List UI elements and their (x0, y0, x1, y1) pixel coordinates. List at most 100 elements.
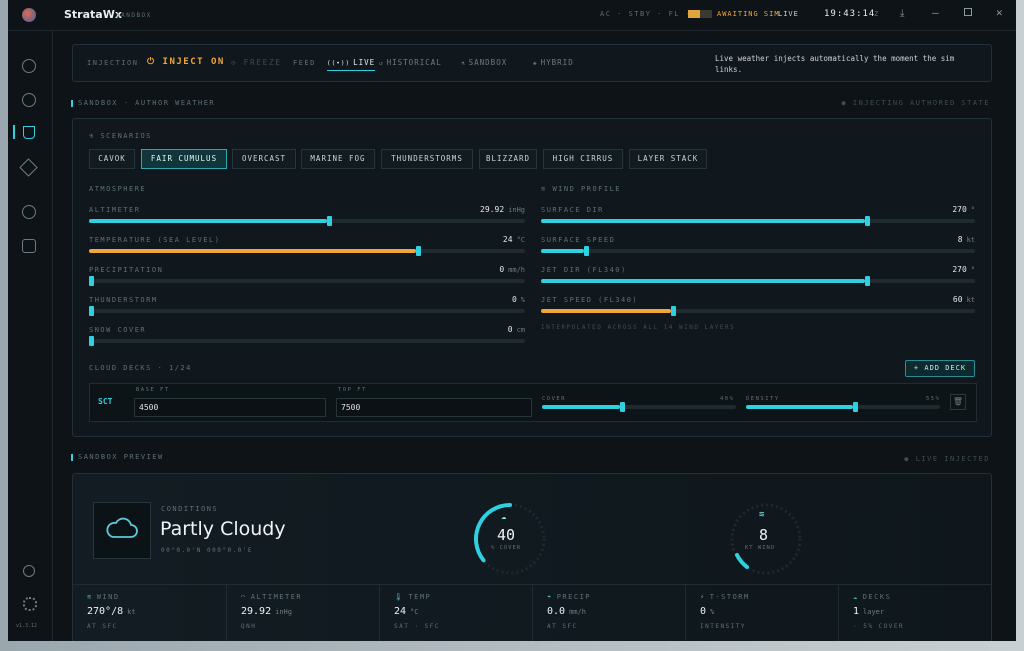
close-button[interactable]: ✕ (996, 6, 1003, 19)
slider-unit: cm (516, 326, 525, 334)
deck-base-label: BASE FT (136, 387, 170, 393)
slider-unit: °C (516, 236, 525, 244)
deck-cover-value: 40% (720, 396, 735, 402)
delete-deck-button[interactable]: 🗑 (950, 394, 966, 410)
slider-label: PRECIPITATION (89, 266, 164, 274)
stat-unit: inHg (275, 608, 292, 616)
slider-track[interactable] (541, 306, 975, 316)
slider-track[interactable] (89, 306, 525, 316)
stat-unit: mm/h (569, 608, 586, 616)
conditions-value: Partly Cloudy (160, 518, 286, 540)
slider-value: 270 (952, 265, 967, 274)
mode-bar: INJECTION ⏻ INJECT ON ✣ FREEZE FEED ((•)… (72, 44, 992, 82)
inject-toggle[interactable]: ⏻ INJECT ON (147, 57, 225, 67)
slider-readout: 0% (512, 295, 525, 304)
stat-sub: AT SFC (547, 623, 578, 630)
stat-unit: °C (410, 608, 419, 616)
stat-readout: 29.92 inHg (241, 606, 292, 617)
nav-dashboard[interactable] (22, 59, 36, 73)
add-deck-button[interactable]: + ADD DECK (905, 360, 975, 377)
slider-track[interactable] (89, 246, 525, 256)
mode-tab[interactable]: ((•)) LIVE (327, 58, 376, 71)
slider-track[interactable] (89, 216, 525, 226)
slider-thumb[interactable] (89, 306, 94, 316)
stat-readout: 24 °C (394, 606, 418, 617)
stat-readout: 1 layer (853, 606, 884, 617)
nav-layers[interactable] (19, 158, 38, 177)
scenario-button[interactable]: THUNDERSTORMS (381, 149, 473, 169)
deck-density-slider[interactable] (746, 402, 940, 412)
decks-title: CLOUD DECKS · 1/24 (89, 364, 192, 372)
scenario-button[interactable]: HIGH CIRRUS (543, 149, 623, 169)
stat-icon: ⚡ (700, 593, 706, 601)
nav-history[interactable] (22, 93, 36, 107)
slider-label: THUNDERSTORM (89, 296, 158, 304)
stat-unit: layer (863, 608, 885, 616)
nav-sandbox[interactable] (23, 126, 35, 139)
scenarios-label: ⚗ SCENARIOS (89, 132, 152, 140)
slider-thumb[interactable] (852, 402, 858, 412)
stat-label-text: WIND (96, 593, 120, 601)
nav-globe[interactable] (22, 205, 36, 219)
slider-thumb[interactable] (327, 216, 333, 226)
scenario-button[interactable]: BLIZZARD (479, 149, 537, 169)
scenario-button[interactable]: LAYER STACK (629, 149, 707, 169)
stat-sub: QNH (241, 623, 257, 630)
slider-thumb[interactable] (584, 246, 590, 256)
slider-thumb[interactable] (416, 246, 421, 256)
slider-readout: 29.92 inHg (480, 205, 525, 214)
inject-label: INJECT ON (162, 57, 225, 67)
wind-label: KT WIND (745, 545, 776, 551)
slider-track[interactable] (89, 336, 525, 346)
stats-row: ≋ WIND 270°/8 kt AT SFC ◠ ALTIMETER 29.92 inHg QN… (73, 584, 991, 641)
slider-value: 0 (499, 265, 505, 274)
deck-base-input[interactable]: 4500 (134, 398, 326, 417)
scenario-button[interactable]: MARINE FOG (301, 149, 375, 169)
minimize-button[interactable]: – (932, 6, 939, 19)
slider-fill (541, 249, 585, 253)
slider-thumb[interactable] (89, 276, 94, 286)
section-marker (71, 100, 73, 107)
slider-thumb[interactable] (864, 276, 870, 286)
scenario-button[interactable]: FAIR CUMULUS (141, 149, 227, 169)
stat-value: 270°/8 (87, 606, 124, 617)
mode-tab[interactable]: ↺ HISTORICAL (379, 58, 442, 67)
slider-thumb[interactable] (619, 402, 625, 412)
wind-gauge (730, 503, 802, 575)
slider-thumb[interactable] (89, 336, 94, 346)
stat-sub: SAT · SFC (394, 623, 441, 630)
slider-track[interactable] (89, 276, 525, 286)
stat-sub: AT SFC (87, 623, 118, 630)
slider-unit: mm/h (508, 266, 525, 274)
scenario-button[interactable]: OVERCAST (232, 149, 296, 169)
slider-label: JET SPEED (FL340) (541, 296, 639, 304)
stat-unit: kt (127, 608, 136, 616)
stat-label: ≋ WIND (87, 593, 120, 601)
cover-icon: ☁ (501, 512, 507, 522)
maximize-button[interactable] (964, 8, 972, 16)
freeze-toggle[interactable]: ✣ FREEZE (231, 58, 282, 67)
slider-track[interactable] (541, 246, 975, 256)
nav-theme[interactable] (23, 565, 35, 577)
mode-tab[interactable]: ◈ HYBRID (533, 58, 574, 67)
nav-settings[interactable] (23, 597, 37, 611)
title-bar: StrataWx SANDBOX AC · STBY · FL --- AWAI… (8, 0, 1016, 31)
tab-icon: ◈ (533, 60, 538, 67)
slider-thumb[interactable] (864, 216, 870, 226)
slider-unit: kt (966, 296, 975, 304)
slider-readout: 270 ° (952, 205, 975, 214)
feed-label: FEED (293, 59, 316, 67)
nav-routes[interactable] (22, 239, 36, 253)
slider-thumb[interactable] (671, 306, 677, 316)
slider-fill (746, 405, 853, 409)
deck-top-input[interactable]: 7500 (336, 398, 532, 417)
slider-track[interactable] (541, 216, 975, 226)
scenario-button[interactable]: CAVOK (89, 149, 135, 169)
mode-tab[interactable]: ⚗ SANDBOX (461, 58, 507, 67)
slider-readout: 60 kt (953, 295, 975, 304)
slider-track[interactable] (541, 276, 975, 286)
stat-value: 0 (700, 606, 707, 617)
deck-cover-slider[interactable] (542, 402, 736, 412)
download-button[interactable]: ⤓ (900, 8, 905, 19)
